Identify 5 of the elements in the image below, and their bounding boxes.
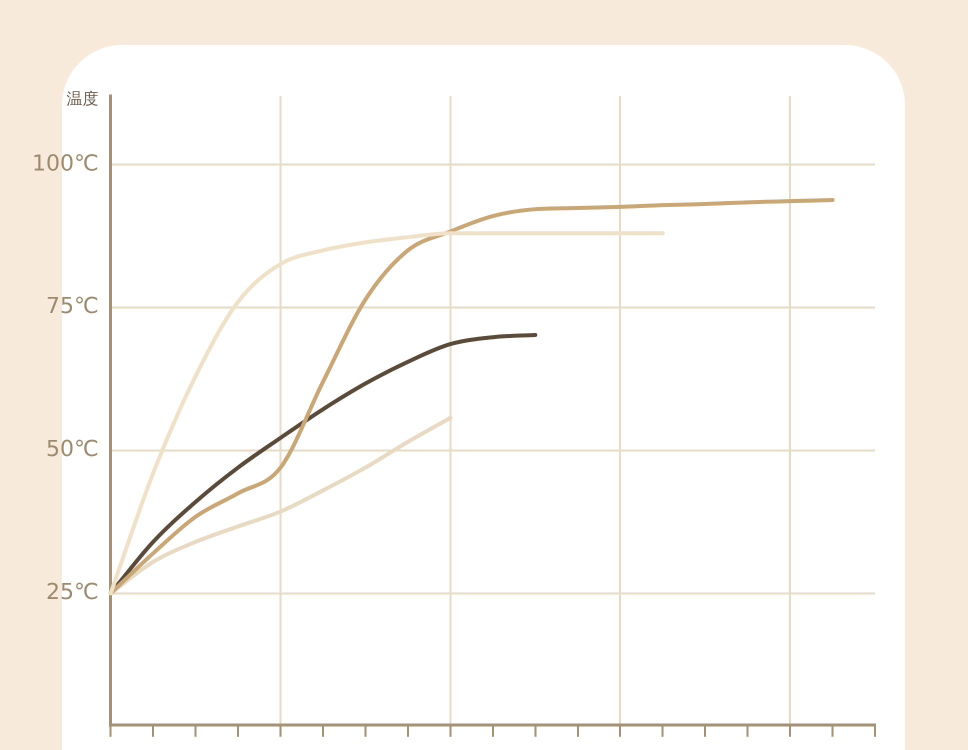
y-tick-label: 25℃ <box>46 580 99 606</box>
y-tick-label: 50℃ <box>46 437 99 462</box>
y-tick-label: 75℃ <box>46 294 99 320</box>
y-tick-label: 100℃ <box>32 151 99 176</box>
y-axis-title: 温度 <box>66 89 99 108</box>
